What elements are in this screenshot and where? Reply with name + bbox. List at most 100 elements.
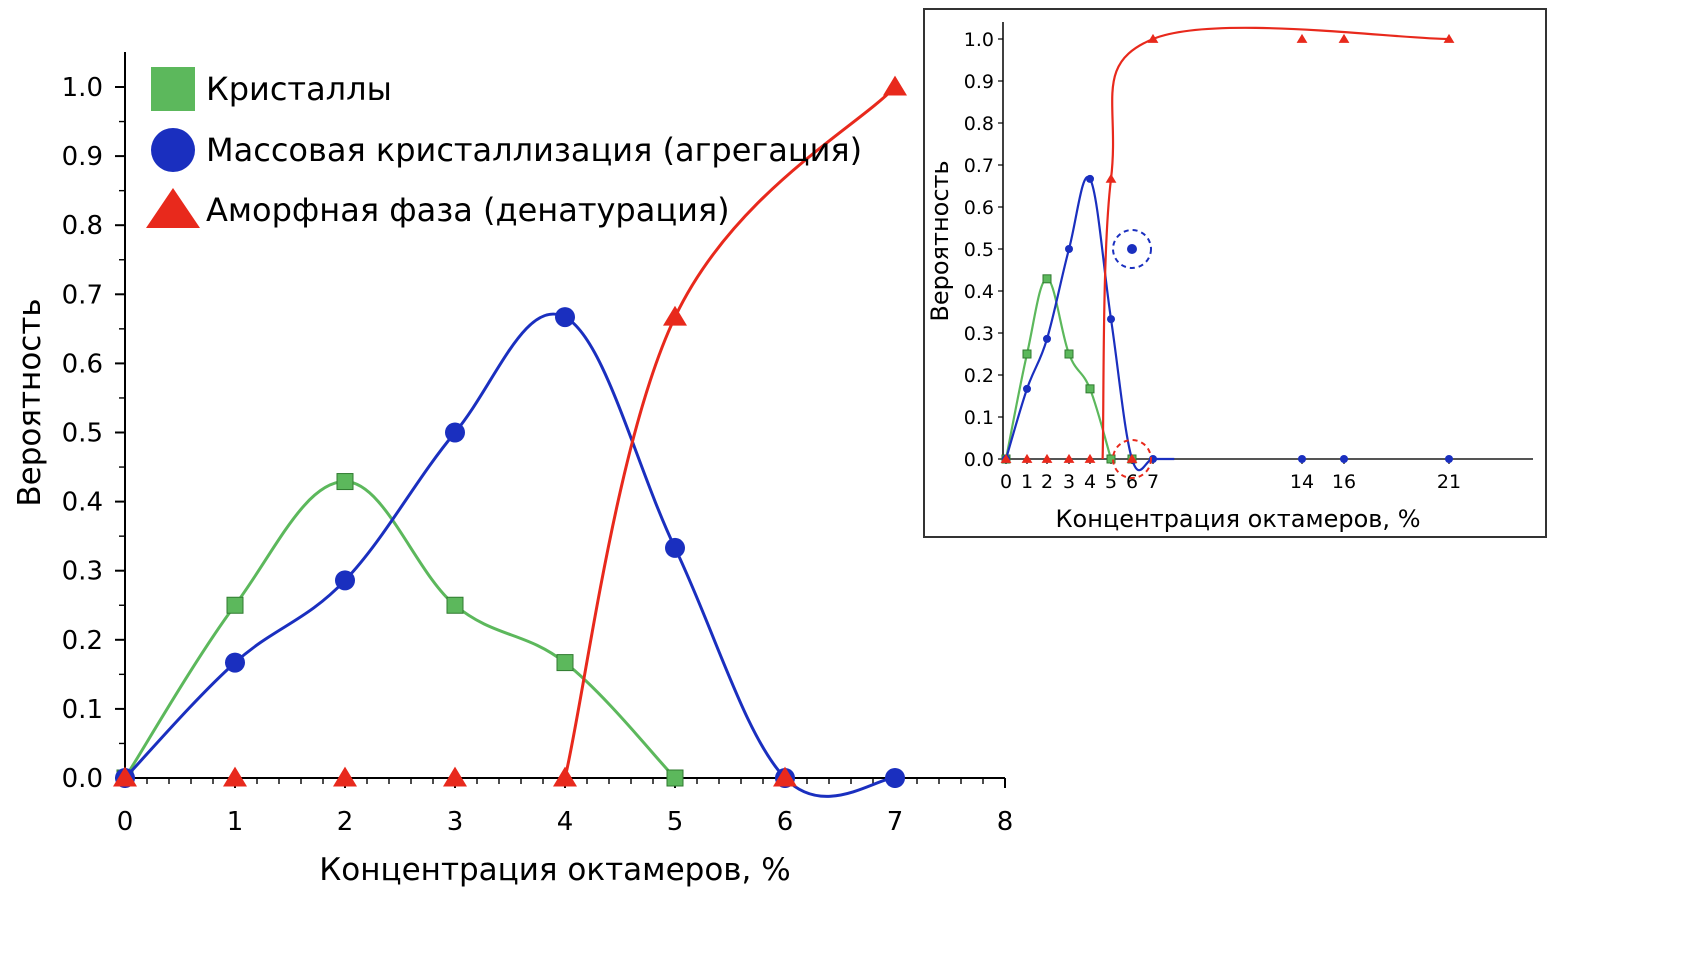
inset-x-tick-label: 6 [1126,471,1138,493]
inset-y-tick-label: 0.0 [964,449,994,471]
inset-data-point [1065,245,1073,253]
inset-y-tick-label: 1.0 [964,29,994,51]
data-point [443,766,467,787]
y-tick-label: 0.2 [62,626,103,656]
inset-data-point [1338,33,1350,43]
inset-data-point [1127,244,1137,254]
inset-data-point [1042,274,1052,284]
series-circle [115,307,905,798]
data-point [883,75,907,96]
series-line [123,480,677,780]
outlier-ring [1112,439,1152,479]
inset-y-tick-label: 0.4 [964,281,994,303]
legend-label: Аморфная фаза (денатурация) [206,191,730,229]
inset-x-tick-label: 14 [1290,471,1314,493]
data-point [666,769,684,787]
inset-data-point [1106,454,1116,464]
inset-data-point [1126,453,1138,463]
y-tick-label: 0.7 [62,280,103,310]
x-tick-label: 1 [227,807,244,837]
y-tick-label: 0.8 [62,211,103,241]
inset-x-tick-label: 1 [1021,471,1033,493]
inset-x-tick-label: 5 [1105,471,1117,493]
inset-y-tick-label: 0.1 [964,407,994,429]
data-point [885,768,905,788]
data-point [446,596,464,614]
legend: Кристаллы Массовая кристаллизация (агрега… [146,67,862,229]
inset-x-tick-label: 21 [1437,471,1461,493]
legend-label: Кристаллы [206,70,392,108]
inset-data-point [1023,384,1031,393]
inset-series-line [1101,26,1450,460]
inset-data-point [1085,384,1095,394]
inset-data-point [1105,173,1117,183]
inset-y-tick-label: 0.2 [964,365,994,387]
data-point [336,473,354,491]
inset-x-tick-label: 2 [1041,471,1053,493]
x-tick-label: 2 [337,807,354,837]
inset-outlier-red [1112,439,1152,479]
inset-frame [923,8,1547,538]
inset-y-tick-label: 0.6 [964,197,994,219]
data-point [223,766,247,787]
inset-y-tick-label: 0.9 [964,71,994,93]
data-point [553,766,577,787]
x-tick-label: 3 [447,807,464,837]
series-triangle [113,75,907,787]
y-tick-label: 0.3 [62,557,103,587]
inset-data-point [1296,33,1308,43]
data-point [226,596,244,614]
inset-data-point [1063,453,1075,463]
x-tick-label: 6 [777,807,794,837]
inset-data-point [1147,33,1159,43]
data-point [335,570,355,591]
y-tick-label: 0.0 [62,764,103,794]
inset-plot: 0.0 0.1 0.2 0.3 0.4 0.5 0.6 0.7 0.8 0.9 1.0 0 1 2 3 4 5 6… [923,8,1547,538]
inset-data-point [1445,455,1453,463]
inset-series-triangle [1000,26,1455,463]
inset-y-tick-label: 0.3 [964,323,994,345]
inset-data-point [1107,315,1115,324]
inset-x-tick-label: 0 [1000,471,1012,493]
inset-data-point [1021,453,1033,463]
main-plot: 0.0 0.1 0.2 0.3 0.4 0.5 0.6 0.7 0.8 0.9 1.0 0 1 2 3 4 5 6… [12,52,1013,888]
y-tick-label: 1.0 [62,73,103,103]
data-point [555,307,575,328]
inset-x-tick-label: 16 [1332,471,1356,493]
inset-data-point [1041,453,1053,463]
data-point [333,766,357,787]
legend-label: Массовая кристаллизация (агрегация) [206,131,862,169]
data-point [225,652,245,673]
inset-y-tick-label: 0.8 [964,113,994,135]
series-line [123,312,896,798]
inset-data-point [1064,349,1074,359]
y-tick-label: 0.4 [62,488,103,518]
data-point [556,654,574,672]
inset-x-tick-label: 3 [1063,471,1075,493]
x-tick-label: 4 [557,807,574,837]
inset-data-point [1298,455,1306,463]
x-axis-title: Концентрация октамеров, % [319,852,790,888]
legend-square-icon [151,67,195,111]
y-axis-title: Вероятность [12,298,48,506]
inset-data-point [1043,334,1051,343]
inset-data-point [1022,349,1032,359]
series-line [563,85,897,779]
inset-data-point [1086,174,1094,183]
x-tick-label: 0 [117,807,134,837]
data-point [663,305,687,326]
x-tick-label: 5 [667,807,684,837]
inset-y-tick-label: 0.7 [964,155,994,177]
inset-data-point [1443,33,1455,43]
inset-outlier-blue [1112,229,1152,269]
inset-x-tick-label: 7 [1147,471,1159,493]
y-tick-label: 0.6 [62,349,103,379]
y-tick-label: 0.5 [62,419,103,449]
inset-y-tick-label: 0.5 [964,239,994,261]
y-tick-label: 0.9 [62,142,103,172]
series-square [116,473,684,787]
inset-data-point [1340,455,1348,463]
outlier-ring [1112,229,1152,269]
data-point [665,537,685,558]
